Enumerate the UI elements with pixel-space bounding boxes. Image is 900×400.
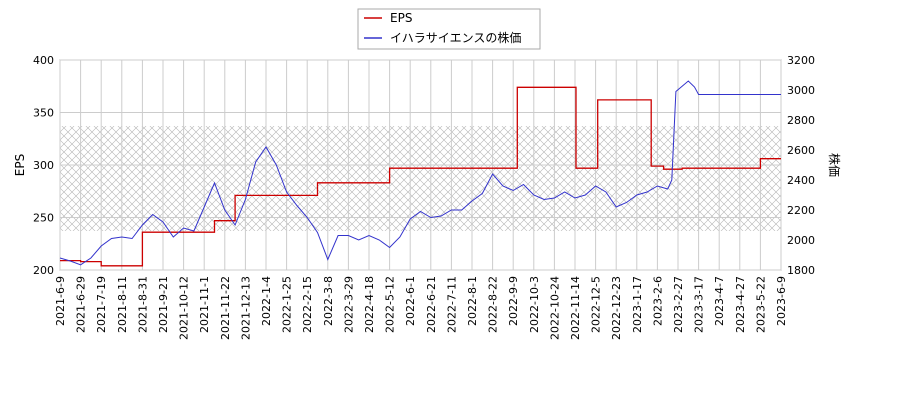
x-tick-label: 2022-6-1 xyxy=(404,276,417,326)
x-tick-label: 2021-12-13 xyxy=(239,276,252,340)
x-tick-label: 2021-6-29 xyxy=(75,276,88,333)
x-tick-label: 2023-4-27 xyxy=(734,276,747,333)
x-tick-label: 2023-1-17 xyxy=(631,276,644,333)
right-axis-ticks: 1800 2000 2200 2400 2600 2800 3000 3200 xyxy=(787,54,815,277)
series-group xyxy=(59,80,781,267)
x-tick-label: 2022-6-21 xyxy=(425,276,438,333)
grid xyxy=(59,59,782,271)
x-tick-label: 2022-12-5 xyxy=(590,276,603,333)
x-tick-label: 2023-3-17 xyxy=(693,276,706,333)
price-line xyxy=(59,80,781,266)
left-tick-label: 400 xyxy=(33,54,54,67)
x-tick-label: 2023-2-27 xyxy=(672,276,685,333)
x-tick-label: 2022-10-3 xyxy=(528,276,541,333)
x-tick-label: 2023-6-9 xyxy=(775,276,788,326)
right-tick-label: 3000 xyxy=(787,84,815,97)
right-tick-label: 2400 xyxy=(787,174,815,187)
x-tick-label: 2023-2-6 xyxy=(651,276,664,326)
eps-line xyxy=(60,86,781,267)
x-tick-label: 2022-5-12 xyxy=(384,276,397,333)
right-tick-label: 2800 xyxy=(787,114,815,127)
x-tick-label: 2022-3-29 xyxy=(342,276,355,333)
x-tick-label: 2022-8-22 xyxy=(487,276,500,333)
x-tick-label: 2021-8-11 xyxy=(116,276,129,333)
right-tick-label: 3200 xyxy=(787,54,815,67)
x-axis-ticks: 2021-6-9 2021-6-29 2021-7-19 2021-8-11 2021-… xyxy=(54,276,788,340)
hatched-band xyxy=(60,126,781,231)
legend-box xyxy=(357,8,541,50)
left-tick-label: 300 xyxy=(33,159,54,172)
x-tick-label: 2022-10-24 xyxy=(548,276,561,340)
legend: EPS イハラサイエンスの株価 xyxy=(357,8,541,50)
x-tick-label: 2022-12-23 xyxy=(610,276,623,340)
right-tick-label: 2600 xyxy=(787,144,815,157)
x-tick-label: 2023-4-7 xyxy=(713,276,726,326)
x-tick-label: 2022-1-4 xyxy=(260,276,273,326)
x-tick-label: 2021-7-19 xyxy=(95,276,108,333)
legend-eps-label: EPS xyxy=(390,11,412,25)
right-tick-label: 1800 xyxy=(787,264,815,277)
x-tick-label: 2022-11-14 xyxy=(569,276,582,340)
left-tick-label: 350 xyxy=(33,107,54,120)
x-tick-label: 2022-2-15 xyxy=(301,276,314,333)
right-tick-label: 2200 xyxy=(787,204,815,217)
left-axis-title: EPS xyxy=(13,154,27,176)
left-tick-label: 200 xyxy=(33,264,54,277)
x-tick-label: 2022-1-25 xyxy=(281,276,294,333)
x-tick-label: 2021-6-9 xyxy=(54,276,67,326)
x-tick-label: 2021-11-22 xyxy=(219,276,232,340)
left-axis-ticks: 200 250 300 350 400 xyxy=(33,54,54,277)
left-tick-label: 250 xyxy=(33,212,54,225)
x-tick-label: 2022-7-11 xyxy=(445,276,458,333)
legend-price-label: イハラサイエンスの株価 xyxy=(390,30,521,45)
right-tick-label: 2000 xyxy=(787,234,815,247)
x-tick-label: 2021-9-21 xyxy=(157,276,170,333)
x-tick-label: 2021-8-31 xyxy=(136,276,149,333)
x-tick-label: 2021-11-1 xyxy=(198,276,211,333)
x-tick-label: 2022-9-9 xyxy=(507,276,520,326)
x-tick-label: 2022-8-1 xyxy=(466,276,479,326)
right-axis-title: 株価 xyxy=(827,153,842,177)
x-tick-label: 2023-5-22 xyxy=(754,276,767,333)
x-tick-label: 2022-3-8 xyxy=(322,276,335,326)
x-tick-label: 2021-10-12 xyxy=(178,276,191,340)
x-tick-label: 2022-4-18 xyxy=(363,276,376,333)
